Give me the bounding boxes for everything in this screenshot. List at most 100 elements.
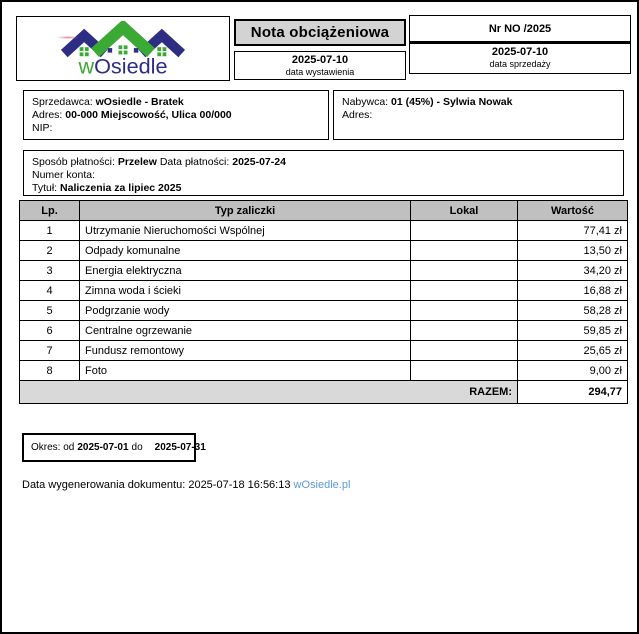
cell-lokal bbox=[410, 320, 518, 341]
cell-lp: 2 bbox=[19, 240, 80, 261]
buyer-address-label: Adres: bbox=[342, 109, 373, 121]
issue-date-box: 2025-07-10 data wystawienia bbox=[234, 51, 406, 80]
issue-date-label: data wystawienia bbox=[285, 66, 355, 77]
small-window-icon bbox=[133, 47, 139, 53]
payment-account-line: Numer konta: bbox=[32, 169, 615, 182]
cell-type: Utrzymanie Nieruchomości Wspólnej bbox=[79, 220, 411, 241]
table-row: 2 Odpady komunalne 13,50 zł bbox=[19, 240, 628, 261]
seller-name-line: Sprzedawca: wOsiedle - Bratek bbox=[32, 96, 320, 109]
cell-type: Foto bbox=[79, 360, 411, 381]
period-box: Okres: od 2025-07-01 do 2025-07-31 bbox=[22, 433, 206, 462]
cell-lp: 6 bbox=[19, 320, 80, 341]
total-value: 294,77 bbox=[517, 380, 628, 404]
seller-address-label: Adres: bbox=[32, 109, 63, 121]
cell-value: 16,88 zł bbox=[517, 280, 628, 301]
table-row: 1 Utrzymanie Nieruchomości Wspólnej 77,4… bbox=[19, 220, 628, 241]
period-from-date: 2025-07-01 bbox=[77, 442, 129, 453]
seller-address-line: Adres: 00-000 Miejscowość, Ulica 00/000 bbox=[32, 109, 320, 122]
table-row: 5 Podgrzanie wody 58,28 zł bbox=[19, 300, 628, 321]
buyer-address-line: Adres: bbox=[342, 109, 615, 122]
table-row: 4 Zimna woda i ścieki 16,88 zł bbox=[19, 280, 628, 301]
cell-value: 59,85 zł bbox=[517, 320, 628, 341]
payment-method-label: Sposób płatności: bbox=[32, 156, 115, 168]
cell-type: Centralne ogrzewanie bbox=[79, 320, 411, 341]
generated-timestamp: 2025-07-18 16:56:13 bbox=[188, 479, 291, 491]
cell-lp: 4 bbox=[19, 280, 80, 301]
cell-lp: 7 bbox=[19, 340, 80, 361]
brand-wordmark: wOsiedle bbox=[77, 53, 167, 77]
table-row: 6 Centralne ogrzewanie 59,85 zł bbox=[19, 320, 628, 341]
header-type: Typ zaliczki bbox=[79, 200, 411, 221]
payment-title: Naliczenia za lipiec 2025 bbox=[60, 182, 182, 194]
period-to-date: 2025-07-31 bbox=[154, 442, 206, 453]
cell-lp: 5 bbox=[19, 300, 80, 321]
payment-box: Sposób płatności: Przelew Data płatności… bbox=[23, 150, 624, 196]
buyer-name-line: Nabywca: 01 (45%) - Sylwia Nowak bbox=[342, 96, 615, 109]
buyer-name: 01 (45%) - Sylwia Nowak bbox=[391, 96, 513, 108]
payment-title-label: Tytuł: bbox=[32, 182, 58, 194]
cell-lokal bbox=[410, 360, 518, 381]
cell-lp: 3 bbox=[19, 260, 80, 281]
seller-name: wOsiedle - Bratek bbox=[95, 96, 184, 108]
doc-number-box: Nr NO /2025 2025-07-10 data sprzedaży bbox=[409, 15, 631, 74]
small-window-icon bbox=[107, 47, 113, 53]
table-row: 3 Energia elektryczna 34,20 zł bbox=[19, 260, 628, 281]
wosiedle-link[interactable]: wOsiedle.pl bbox=[293, 479, 351, 491]
cell-type: Fundusz remontowy bbox=[79, 340, 411, 361]
header-value: Wartość bbox=[517, 200, 628, 221]
header-lp: Lp. bbox=[19, 200, 80, 221]
sale-date-label: data sprzedaży bbox=[489, 58, 551, 69]
buyer-label: Nabywca: bbox=[342, 96, 389, 108]
generated-label: Data wygenerowania dokumentu: bbox=[22, 479, 186, 491]
issue-date: 2025-07-10 bbox=[291, 54, 349, 66]
cell-value: 34,20 zł bbox=[517, 260, 628, 281]
seller-label: Sprzedawca: bbox=[32, 96, 93, 108]
cell-lp: 8 bbox=[19, 360, 80, 381]
cell-type: Energia elektryczna bbox=[79, 260, 411, 281]
wosiedle-logo: wOsiedle bbox=[60, 20, 186, 77]
charges-table: Lp. Typ zaliczki Lokal Wartość 1 Utrzyma… bbox=[19, 200, 628, 404]
doc-number: Nr NO /2025 bbox=[410, 16, 630, 44]
sale-date: 2025-07-10 bbox=[491, 46, 549, 58]
cell-value: 58,28 zł bbox=[517, 300, 628, 321]
payment-method-line: Sposób płatności: Przelew Data płatności… bbox=[32, 156, 615, 169]
seller-address: 00-000 Miejscowość, Ulica 00/000 bbox=[65, 109, 232, 121]
buyer-box: Nabywca: 01 (45%) - Sylwia Nowak Adres: bbox=[333, 90, 624, 140]
payment-method: Przelew bbox=[117, 156, 157, 168]
payment-account-label: Numer konta: bbox=[32, 169, 96, 181]
seller-nip-line: NIP: bbox=[32, 122, 320, 135]
cell-lokal bbox=[410, 280, 518, 301]
window-icon bbox=[157, 46, 167, 56]
cell-lokal bbox=[410, 220, 518, 241]
total-label: RAZEM: bbox=[19, 380, 518, 404]
table-row: 8 Foto 9,00 zł bbox=[19, 360, 628, 381]
period-label: Okres: od bbox=[31, 442, 75, 453]
window-icon bbox=[79, 46, 89, 56]
logo-box: wOsiedle bbox=[16, 16, 230, 81]
cell-value: 77,41 zł bbox=[517, 220, 628, 241]
cell-lp: 1 bbox=[19, 220, 80, 241]
cell-lokal bbox=[410, 300, 518, 321]
cell-type: Odpady komunalne bbox=[79, 240, 411, 261]
table-total-row: RAZEM: 294,77 bbox=[19, 380, 628, 404]
red-smudge bbox=[57, 36, 79, 39]
seller-box: Sprzedawca: wOsiedle - Bratek Adres: 00-… bbox=[23, 90, 329, 140]
cell-value: 13,50 zł bbox=[517, 240, 628, 261]
header-lokal: Lokal bbox=[410, 200, 518, 221]
table-row: 7 Fundusz remontowy 25,65 zł bbox=[19, 340, 628, 361]
document-title: Nota obciążeniowa bbox=[234, 19, 406, 46]
sale-date-box: 2025-07-10 data sprzedaży bbox=[410, 44, 630, 71]
generation-footer: Data wygenerowania dokumentu: 2025-07-18… bbox=[22, 479, 350, 491]
cell-lokal bbox=[410, 260, 518, 281]
seller-nip-label: NIP: bbox=[32, 122, 53, 134]
cell-value: 9,00 zł bbox=[517, 360, 628, 381]
cell-type: Podgrzanie wody bbox=[79, 300, 411, 321]
cell-value: 25,65 zł bbox=[517, 340, 628, 361]
period-to-label: do bbox=[131, 442, 143, 453]
table-header-row: Lp. Typ zaliczki Lokal Wartość bbox=[19, 200, 628, 221]
payment-due-date: 2025-07-24 bbox=[232, 156, 286, 168]
houses-icon bbox=[60, 20, 186, 57]
payment-due-label: Data płatności: bbox=[159, 156, 230, 168]
window-icon bbox=[118, 44, 128, 54]
